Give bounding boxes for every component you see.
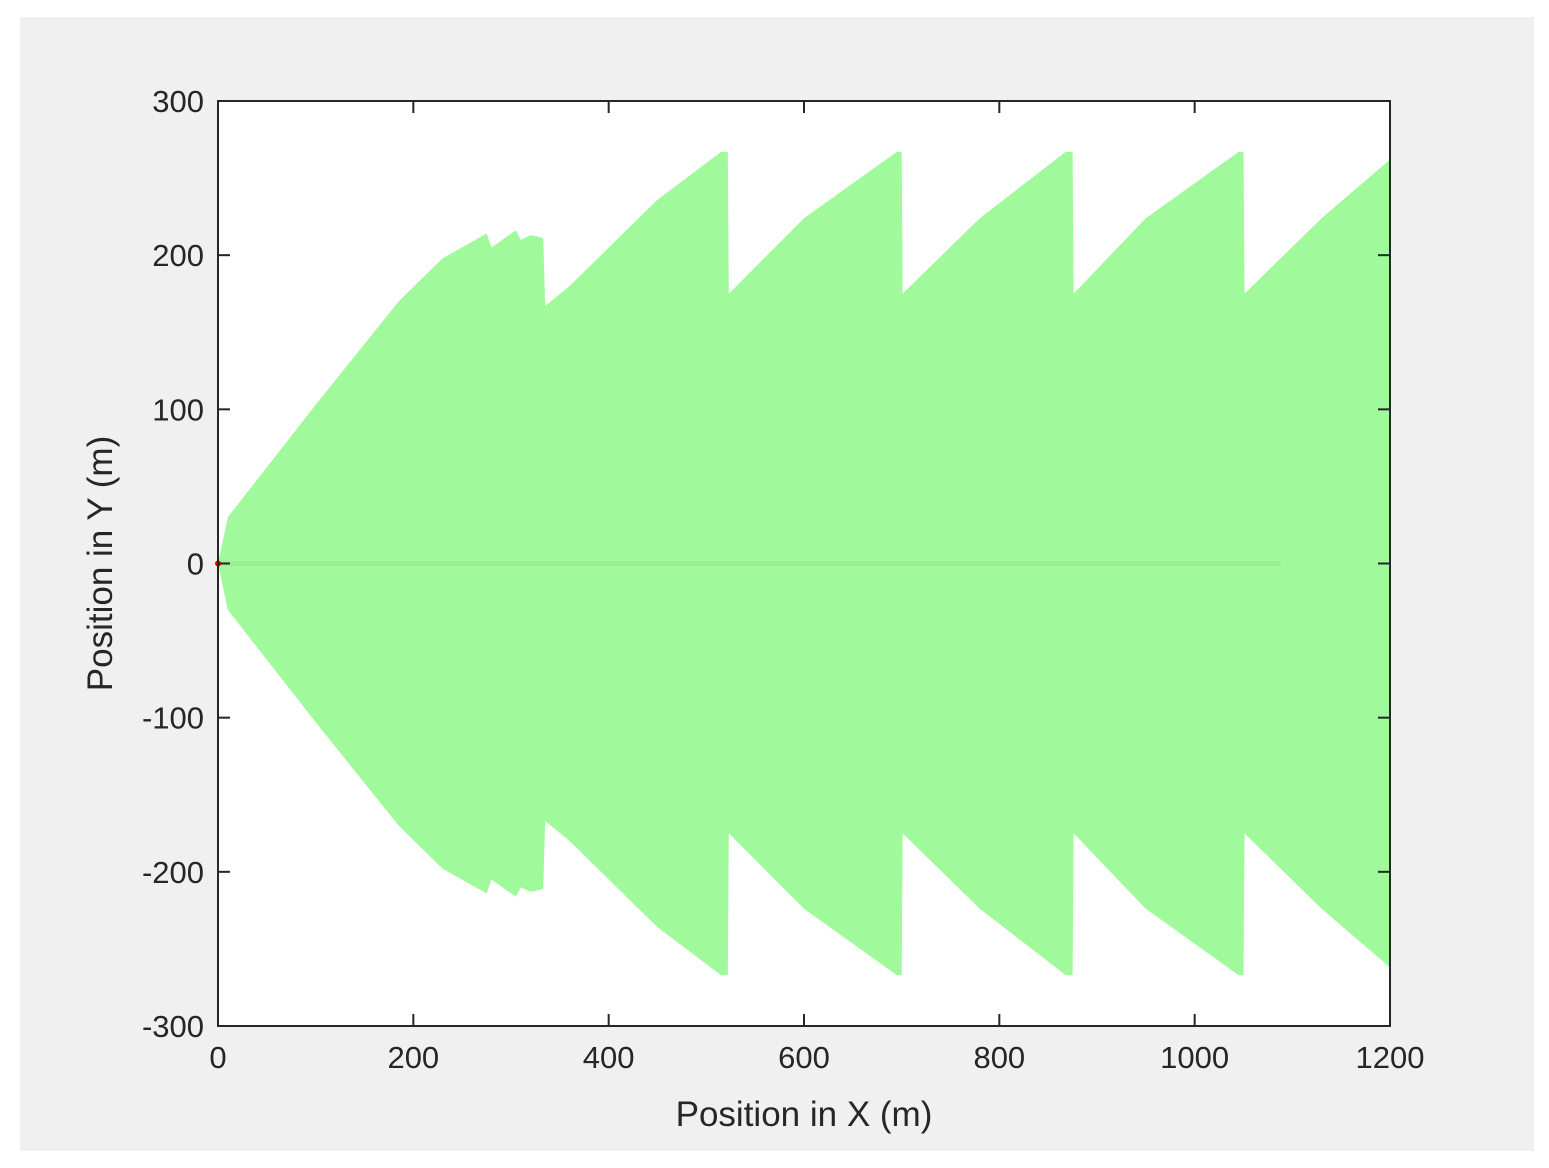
y-tick-label: -200 <box>142 855 204 890</box>
x-tick-label: 400 <box>583 1040 635 1075</box>
y-tick-label: 0 <box>187 547 204 582</box>
x-tick-label: 1000 <box>1160 1040 1229 1075</box>
chart: 0 200 400 600 800 1000 1200 -300 -200 -100 0 100 20… <box>81 84 1424 1134</box>
y-tick-label: -100 <box>142 701 204 736</box>
x-tick-label: 0 <box>209 1040 226 1075</box>
x-axis: 0 200 400 600 800 1000 1200 <box>209 101 1424 1075</box>
x-tick-label: 200 <box>387 1040 439 1075</box>
y-axis: -300 -200 -100 0 100 200 300 <box>142 84 1390 1044</box>
x-tick-label: 800 <box>973 1040 1025 1075</box>
y-tick-label: -300 <box>142 1009 204 1044</box>
x-tick-label: 1200 <box>1356 1040 1425 1075</box>
figure-background: 0 200 400 600 800 1000 1200 -300 -200 -100 0 100 20… <box>20 17 1534 1151</box>
y-tick-label: 100 <box>152 392 204 427</box>
plot-layer <box>215 151 1390 976</box>
y-axis-label: Position in Y (m) <box>81 436 120 691</box>
y-tick-label: 300 <box>152 84 204 119</box>
x-tick-label: 600 <box>778 1040 830 1075</box>
y-tick-label: 200 <box>152 238 204 273</box>
x-axis-label: Position in X (m) <box>676 1095 933 1134</box>
